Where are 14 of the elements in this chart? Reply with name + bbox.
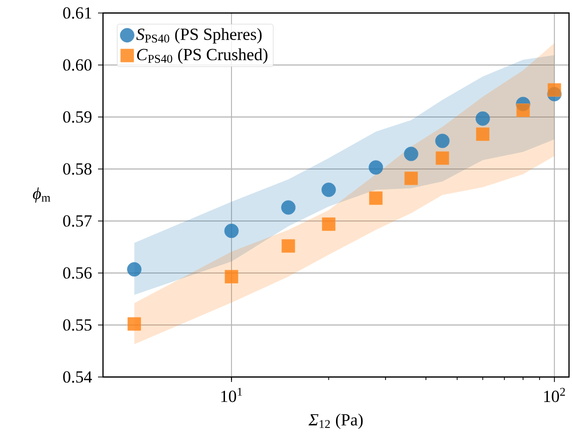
legend-label: C$_{PS40}$ (PS Crushed): [137, 48, 268, 64]
y-tick-label: 0.59: [63, 111, 92, 123]
y-tick-label: 0.56: [63, 267, 92, 279]
y-tick-label: 0.57: [63, 215, 92, 227]
y-axis-title: ϕ$_{m}$: [32, 187, 50, 203]
x-tick-label: 10$^{2}$: [544, 388, 565, 402]
y-tick-label: 0.55: [63, 319, 92, 331]
legend-label: S$_{PS40}$ (PS Spheres): [136, 28, 262, 44]
x-tick-label: 10$^{1}$: [221, 388, 242, 402]
y-tick-label: 0.61: [63, 7, 92, 19]
y-tick-label: 0.58: [63, 163, 92, 175]
y-tick-label: 0.54: [63, 371, 92, 383]
y-tick-label: 0.60: [63, 59, 92, 71]
x-axis-title: Σ$_{12}$ (Pa): [308, 414, 363, 429]
